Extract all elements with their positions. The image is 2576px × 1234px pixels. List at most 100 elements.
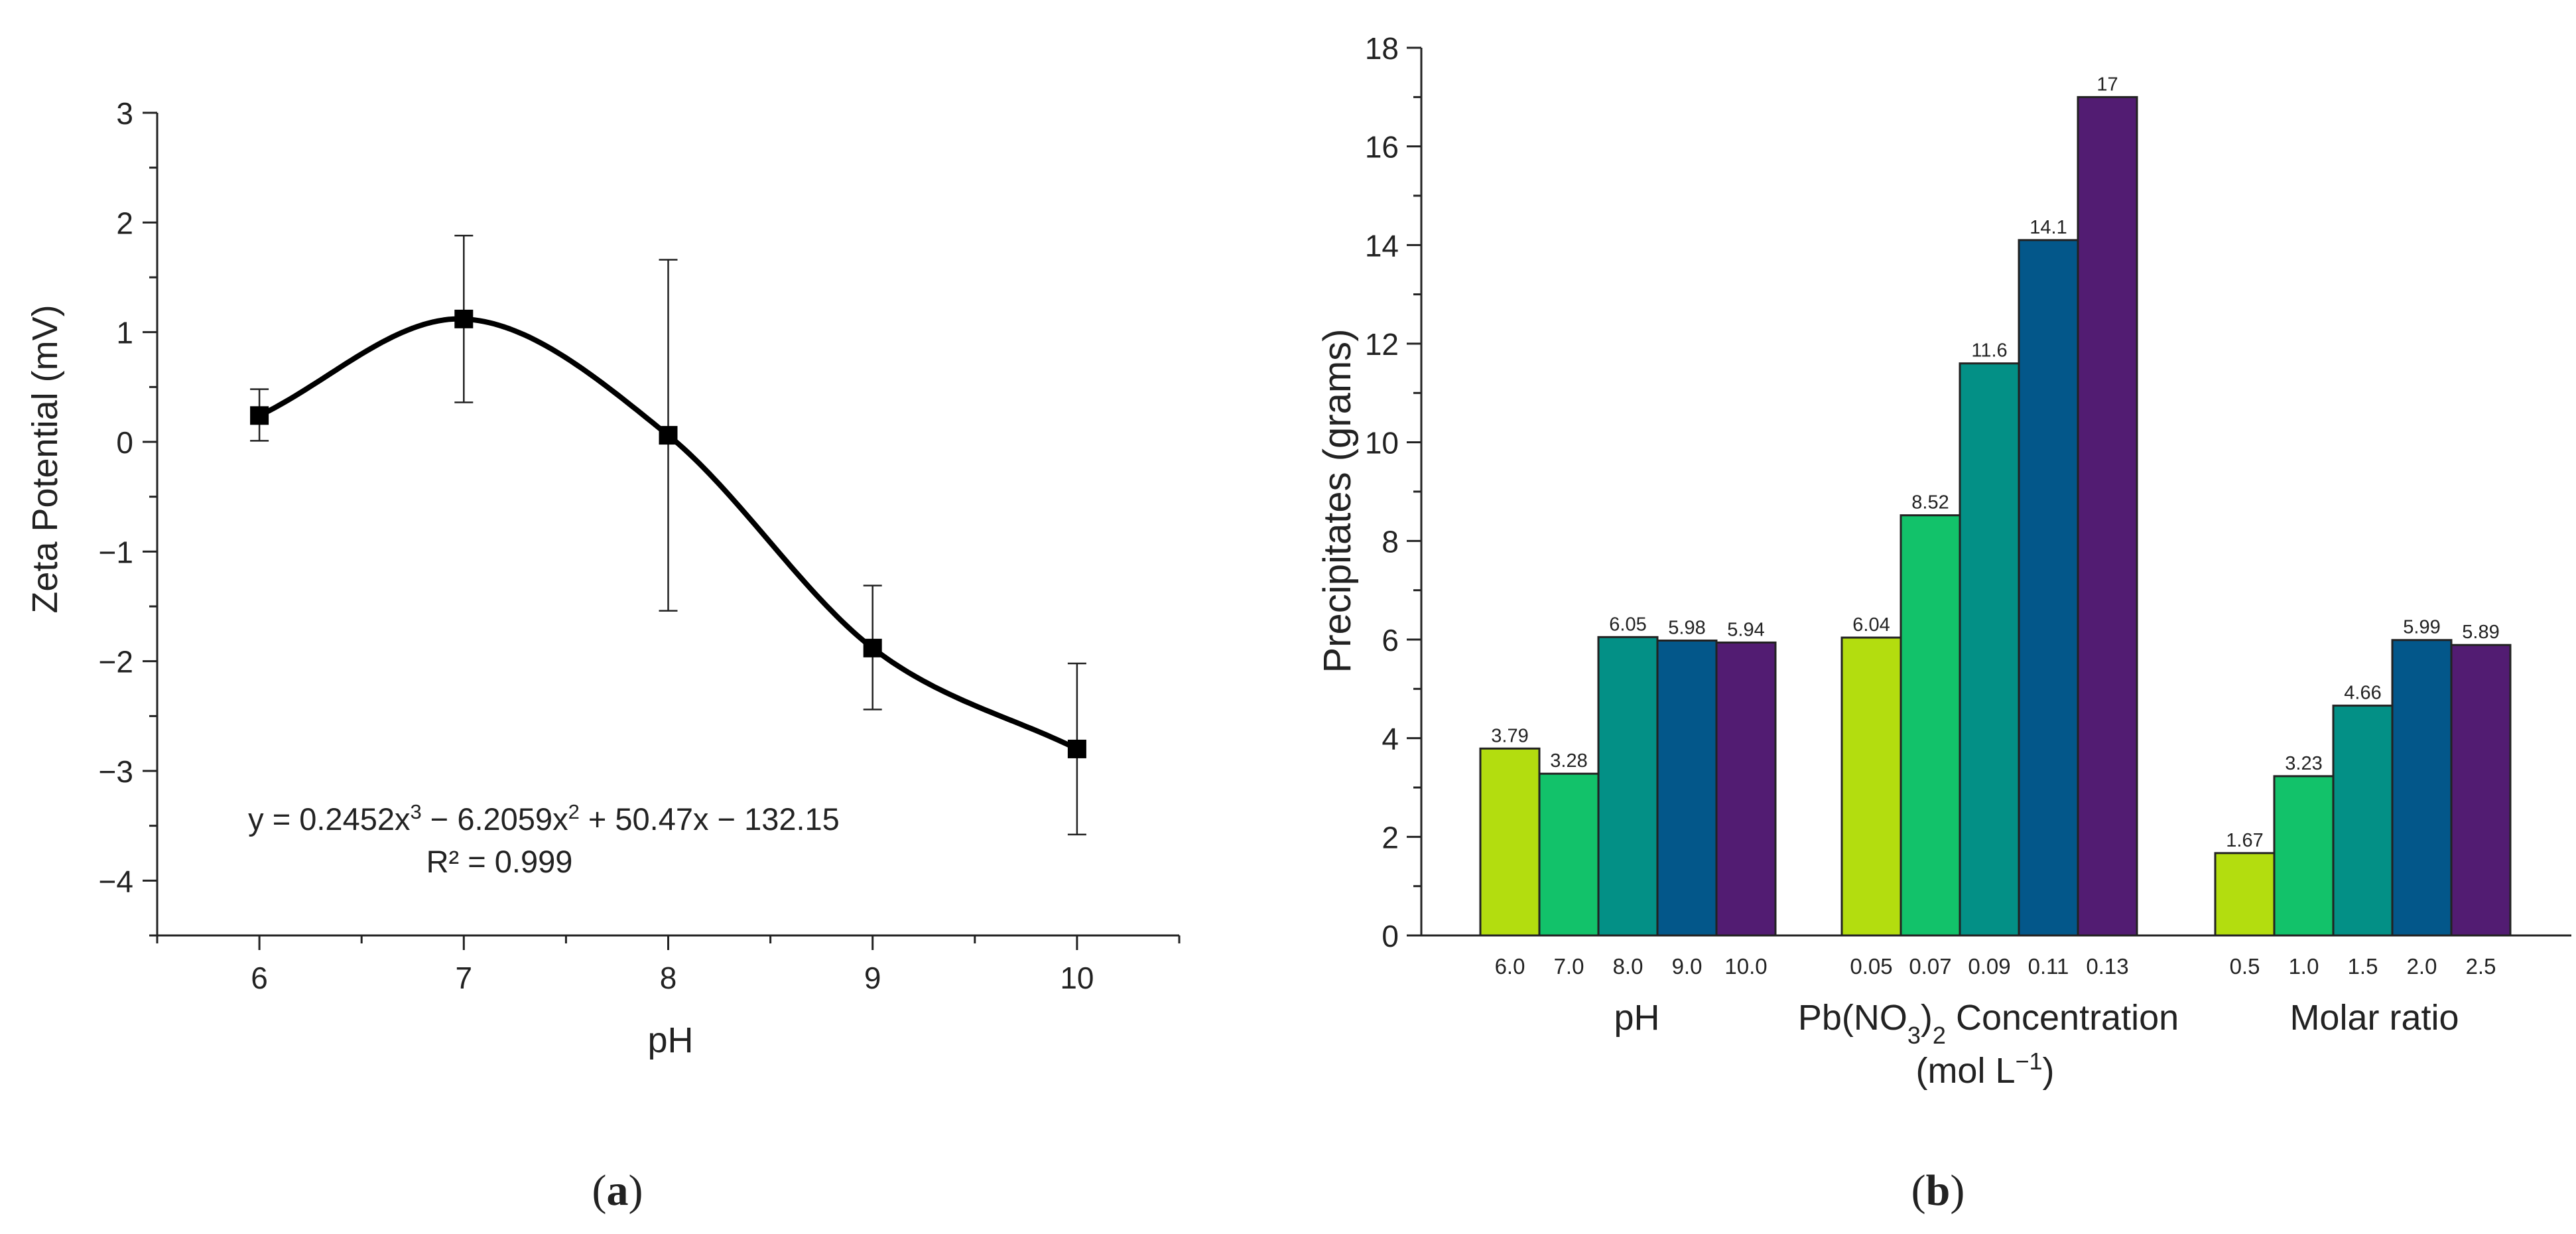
chart-b-y-tick-label: 18 xyxy=(1365,31,1399,66)
chart-b-bar xyxy=(1656,639,1718,937)
chart-a-y-tick-label: −2 xyxy=(99,645,133,679)
group-label-molar-ratio: Molar ratio xyxy=(2289,998,2459,1038)
chart-b-value-label: 8.52 xyxy=(1911,492,1949,514)
chart-b-x-tick-label: 8.0 xyxy=(1613,954,1643,979)
eq-tail: + 50.47x − 132.15 xyxy=(580,801,840,837)
chart-b-y-tick-label: 14 xyxy=(1365,228,1399,263)
chart-a-point xyxy=(659,426,678,445)
panel-label-a: (a) xyxy=(592,1166,643,1215)
chart-b-value-label: 3.28 xyxy=(1550,750,1587,772)
chart-a-error-bars xyxy=(250,234,1086,836)
chart-a-r-squared: R² = 0.999 xyxy=(426,844,573,879)
chart-b-value-label: 5.98 xyxy=(1668,617,1705,638)
panel-b-close: ) xyxy=(1950,1166,1964,1215)
chart-b-x-tick-label: 9.0 xyxy=(1672,954,1703,979)
panel-label-b: (b) xyxy=(1911,1166,1965,1215)
chart-b-x-tick-label: 7.0 xyxy=(1554,954,1584,979)
chart-b-x-tick-label: 0.11 xyxy=(2028,954,2069,979)
chart-b: 3.793.286.05 5.98 5.94 6.048.5211.614.1171.… xyxy=(1316,31,2571,1215)
chart-b-bar xyxy=(2273,775,2335,937)
chart-b-bar xyxy=(1479,747,1541,937)
chart-b-x-tick-label: 2.5 xyxy=(2466,954,2496,979)
chart-b-y-tick-label: 0 xyxy=(1382,919,1399,953)
chart-a-x-axis-label: pH xyxy=(647,1020,693,1060)
chart-b-value-label: 11.6 xyxy=(1971,340,2007,362)
chart-a-y-axis-label: Zeta Potential (mV) xyxy=(25,305,65,613)
group-label-ph: pH xyxy=(1614,998,1659,1038)
chart-b-value-labels: 3.79 3.28 6.05 5.98 5.94 6.04 8.52 11.6 14.1 17 1.… xyxy=(1491,74,2499,851)
panel-a-letter: a xyxy=(607,1166,629,1215)
conc-sub-2: 2 xyxy=(1933,1022,1946,1049)
chart-b-x-tick-label: 2.0 xyxy=(2407,954,2437,979)
unit-sup: −1 xyxy=(2016,1048,2043,1075)
panel-b-letter: b xyxy=(1926,1166,1951,1215)
chart-b-bar xyxy=(1538,772,1600,937)
panel-b-open: ( xyxy=(1911,1166,1926,1215)
chart-b-value-label: 3.23 xyxy=(2285,753,2322,774)
group-label-concentration: Pb(NO3)2 Concentration xyxy=(1798,998,2179,1049)
chart-b-x-tick-label: 0.13 xyxy=(2086,954,2128,979)
unit-part-b: ) xyxy=(2043,1051,2055,1091)
chart-b-bar xyxy=(2450,644,2512,937)
chart-b-x-tick-label: 0.5 xyxy=(2230,954,2260,979)
chart-a-y-tick-label: 1 xyxy=(116,316,133,350)
chart-a-y-tick-label: 2 xyxy=(116,206,133,240)
chart-a-x-tick-label: 6 xyxy=(251,961,268,995)
chart-a-x-tick-label: 10 xyxy=(1060,961,1094,995)
chart-b-value-label: 3.79 xyxy=(1491,725,1528,746)
chart-b-value-label: 6.04 xyxy=(1852,614,1890,636)
chart-b-value-label: 4.66 xyxy=(2344,683,2381,704)
chart-a-x-tick-label: 7 xyxy=(456,961,473,995)
panel-a-close: ) xyxy=(629,1166,643,1215)
chart-a-x-tick-label: 9 xyxy=(864,961,881,995)
chart-b-value-label: 5.94 xyxy=(1727,619,1764,640)
conc-part-b: ) xyxy=(1921,998,1933,1038)
chart-b-value-label: 1.67 xyxy=(2226,830,2263,851)
chart-a-y-tick-label: −4 xyxy=(99,864,133,898)
chart-a-x-tick-label: 8 xyxy=(660,961,677,995)
chart-b-value-label: 5.99 xyxy=(2403,617,2440,638)
panel-a-open: ( xyxy=(592,1166,607,1215)
chart-b-y-tick-label: 16 xyxy=(1365,130,1399,165)
chart-b-x-tick-label: 0.07 xyxy=(1909,954,1951,979)
chart-a-point xyxy=(863,638,882,657)
chart-a-y-tick-label: 0 xyxy=(116,425,133,460)
chart-b-tick-labels: 0 2 4 6 8 10 12 14 16 18 6.0 7.0 8.0 9.0 10.0 0.05 0.07 0… xyxy=(1365,31,2496,979)
conc-part-a: Pb(NO xyxy=(1798,998,1907,1038)
chart-b-x-tick-label: 0.05 xyxy=(1850,954,1892,979)
chart-b-y-tick-label: 6 xyxy=(1382,623,1399,657)
chart-b-y-tick-label: 2 xyxy=(1382,820,1399,855)
chart-b-bars xyxy=(1479,96,2512,937)
chart-a-y-tick-label: −3 xyxy=(99,754,133,789)
group-label-unit: (mol L−1) xyxy=(1915,1048,2054,1091)
chart-b-bar xyxy=(2214,852,2276,937)
chart-b-bar xyxy=(2332,705,2394,937)
chart-b-x-tick-label: 6.0 xyxy=(1495,954,1525,979)
eq-mid: − 6.2059x xyxy=(422,801,568,837)
chart-b-y-tick-label: 8 xyxy=(1382,524,1399,559)
chart-a-point xyxy=(454,309,474,328)
chart-b-bar xyxy=(1959,362,2020,937)
chart-a-points xyxy=(250,309,1086,758)
chart-b-bar xyxy=(1715,641,1777,937)
chart-b-value-label: 5.89 xyxy=(2462,622,2499,643)
chart-b-bar xyxy=(2018,239,2079,937)
chart-b-x-tick-label: 1.0 xyxy=(2289,954,2319,979)
chart-b-x-tick-label: 10.0 xyxy=(1724,954,1767,979)
eq-sup2: 2 xyxy=(568,800,580,823)
chart-b-y-tick-label: 10 xyxy=(1365,426,1399,460)
chart-b-value-label: 14.1 xyxy=(2029,217,2067,238)
chart-b-bar xyxy=(1597,636,1659,937)
eq-sup1: 3 xyxy=(411,800,422,823)
chart-b-bar xyxy=(2077,96,2138,937)
chart-b-bar xyxy=(1900,514,1961,937)
conc-sub-1: 3 xyxy=(1907,1022,1921,1049)
chart-a-axes xyxy=(143,111,1181,950)
unit-part-a: (mol L xyxy=(1915,1051,2015,1091)
chart-a-y-tick-label: 3 xyxy=(116,96,133,131)
eq-lead: y = 0.2452x xyxy=(248,801,410,837)
